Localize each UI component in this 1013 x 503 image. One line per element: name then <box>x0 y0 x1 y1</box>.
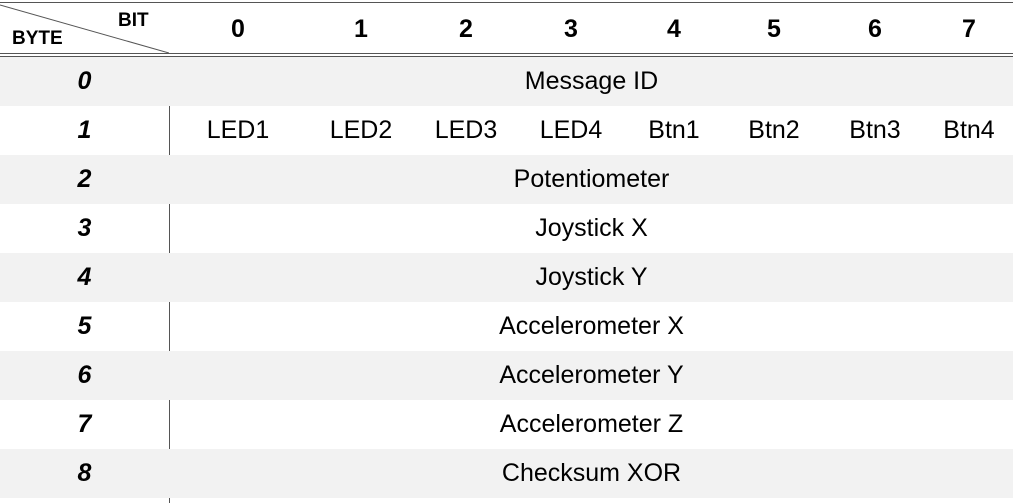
bit-field-led3: LED3 <box>434 116 498 144</box>
bit-header-1: 1 <box>354 14 368 43</box>
bit-field-btn3: Btn3 <box>849 116 901 144</box>
field-label: Accelerometer Y <box>170 351 1013 400</box>
field-label: Joystick X <box>535 214 648 242</box>
bit-header-6: 6 <box>868 14 882 43</box>
header-rule-upper <box>0 53 1013 54</box>
bit-field-led1: LED1 <box>206 116 270 144</box>
bit-field-btn2: Btn2 <box>748 116 800 144</box>
field-label: Joystick Y <box>170 253 1013 302</box>
bit-field-led2: LED2 <box>329 116 393 144</box>
table-row: 1 LED1 LED2 LED3 LED4 Btn1 Btn2 Btn3 Btn… <box>0 106 1013 155</box>
header-corner-cell: BYTE BIT <box>0 4 169 54</box>
byte-number: 4 <box>0 253 169 302</box>
byte-number: 2 <box>0 155 169 204</box>
field-label: Message ID <box>170 57 1013 106</box>
bit-header-2: 2 <box>459 14 473 43</box>
corner-diagonal-line <box>0 4 169 54</box>
table-top-rule <box>0 2 1013 3</box>
bit-field-led4: LED4 <box>539 116 603 144</box>
table-row: 4 Joystick Y <box>0 253 1013 302</box>
bit-axis-label: BIT <box>118 10 149 31</box>
table-row: 7 Accelerometer Z <box>0 400 1013 449</box>
header-rule-lower <box>0 56 1013 57</box>
byte-number: 6 <box>0 351 169 400</box>
byte-number: 5 <box>77 312 92 340</box>
byte-number: 3 <box>77 214 92 242</box>
field-label: Checksum XOR <box>170 449 1013 498</box>
byte-number: 7 <box>77 410 92 438</box>
bit-header-7: 7 <box>962 14 976 43</box>
bit-header-0: 0 <box>231 14 245 43</box>
field-label: Potentiometer <box>170 155 1013 204</box>
bit-header-3: 3 <box>564 14 578 43</box>
byte-number: 8 <box>0 449 169 498</box>
table-row: 2 Potentiometer <box>0 155 1013 204</box>
table-row: 6 Accelerometer Y <box>0 351 1013 400</box>
byte-number: 0 <box>0 57 169 106</box>
field-label: Accelerometer Z <box>499 410 684 438</box>
byte-number: 1 <box>77 116 92 144</box>
table-row: 3 Joystick X <box>0 204 1013 253</box>
bit-field-btn4: Btn4 <box>943 116 995 144</box>
bit-header-4: 4 <box>667 14 681 43</box>
byte-axis-label: BYTE <box>12 28 63 49</box>
table-row: 0 Message ID <box>0 57 1013 106</box>
table-row: 5 Accelerometer X <box>0 302 1013 351</box>
field-label: Accelerometer X <box>499 312 684 340</box>
bit-header-5: 5 <box>767 14 781 43</box>
table-row: 8 Checksum XOR <box>0 449 1013 498</box>
bit-field-btn1: Btn1 <box>648 116 700 144</box>
